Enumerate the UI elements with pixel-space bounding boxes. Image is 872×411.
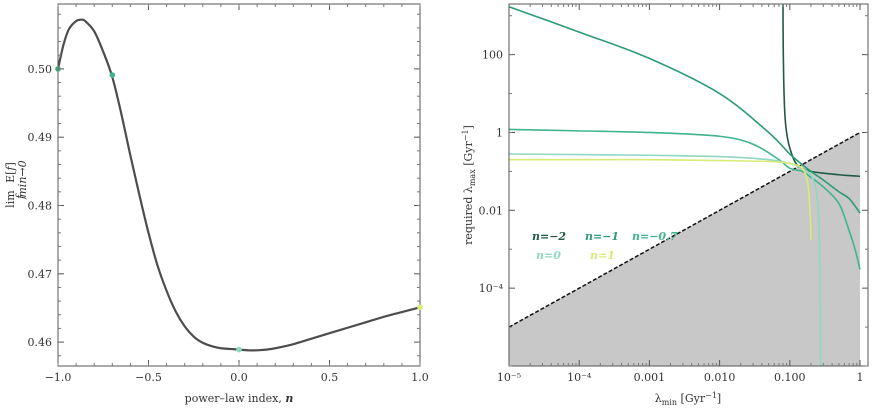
legend-entry-2: n=−0.7 [632,230,678,243]
left-x-tick-label: −0.5 [135,371,162,384]
svg-text:min→0: min→0 [16,160,29,197]
svg-text:lim E[f]: lim E[f] [4,162,17,208]
left-x-axis-label-text: power–law index, [185,392,286,405]
right-x-tick-label: 0.100 [774,371,806,384]
right-y-axis-label: required λmax [Gyr−1] [461,125,477,245]
left-y-axis-label: lim E[f] f min→0 [4,160,29,207]
left-marker-1 [109,72,116,78]
right-x-tick-label: 1 [857,371,864,384]
left-y-tick-label: 0.47 [28,268,53,281]
right-series-line-1 [509,5,861,214]
left-marker-2 [236,346,242,353]
left-chart: −1.0 −0.5 0.0 0.5 1.0 0.46 0.47 0.48 0.49 0.50 p… [4,3,429,405]
left-x-tick-label: 1.0 [411,371,429,384]
left-x-tick-label: −1.0 [45,371,72,384]
right-x-tick-label: 0.010 [704,371,736,384]
right-x-tick-label: 10⁻⁵ [497,371,521,384]
right-series-line-2 [509,128,861,270]
left-marker-3 [417,304,423,311]
svg-text:required λmax [Gyr−1]: required λmax [Gyr−1] [461,125,477,245]
right-y-tick-label: 10⁻⁴ [479,282,504,295]
left-y-tick-label: 0.46 [28,336,53,349]
right-series-line-0 [782,4,861,178]
left-y-tick-label: 0.50 [28,63,53,76]
right-x-axis-label: λmin [Gyr−1] [655,391,721,407]
right-x-tick-label: 10⁻⁴ [567,371,592,384]
diagonal-dashed-line [509,131,861,328]
svg-text:f: f [14,193,27,200]
right-plot-frame [508,3,869,367]
left-x-axis-label: power–law index, n [185,392,294,405]
left-series-line [56,18,421,352]
legend-entry-4: n=1 [590,249,615,262]
right-y-tick-label: 100 [482,49,503,62]
right-x-tick-label: 0.001 [634,371,666,384]
right-y-tick-label: 0.01 [479,204,504,217]
right-chart: 10⁻⁵ 10⁻⁴ 0.001 0.010 0.100 1 10⁻⁴ 0.01 1 100 n=… [461,3,869,407]
right-y-tick-label: 1 [496,126,503,139]
left-plot-frame [57,3,421,367]
left-x-tick-label: 0.0 [230,371,248,384]
legend-entry-1: n=−1 [585,230,619,243]
left-y-tick-label: 0.49 [28,131,53,144]
shaded-region [509,132,861,366]
legend-entry-0: n=−2 [532,230,566,243]
left-y-tick-label: 0.48 [28,199,53,212]
right-series-line-4 [509,158,812,241]
legend-entry-3: n=0 [536,249,561,262]
left-x-tick-label: 0.5 [321,371,339,384]
